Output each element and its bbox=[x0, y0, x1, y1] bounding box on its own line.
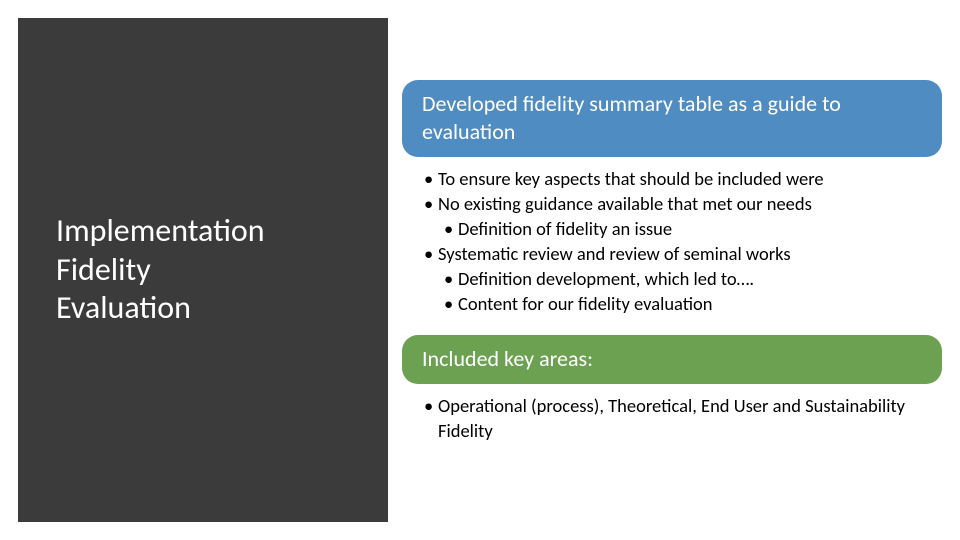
section-heading-1: Developed fidelity summary table as a gu… bbox=[402, 80, 942, 157]
title-line-3: Evaluation bbox=[56, 288, 191, 327]
section-1-bullets: To ensure key aspects that should be inc… bbox=[402, 167, 942, 317]
bullet-item: Operational (process), Theoretical, End … bbox=[424, 394, 928, 444]
bullet-item: To ensure key aspects that should be inc… bbox=[424, 167, 928, 192]
section-2-bullets: Operational (process), Theoretical, End … bbox=[402, 394, 942, 444]
bullet-item: Content for our fidelity evaluation bbox=[444, 292, 928, 317]
left-panel: Implementation Fidelity Evaluation bbox=[18, 18, 388, 522]
bullet-item: Definition development, which led to…. bbox=[444, 267, 928, 292]
content-column: Developed fidelity summary table as a gu… bbox=[402, 80, 942, 462]
bullet-item: No existing guidance available that met … bbox=[424, 192, 928, 217]
title-line-1: Implementation bbox=[56, 211, 265, 250]
slide: Implementation Fidelity Evaluation Devel… bbox=[0, 0, 960, 540]
slide-title: Implementation Fidelity Evaluation bbox=[56, 212, 265, 327]
bullet-item: Definition of fidelity an issue bbox=[444, 217, 928, 242]
bullet-item: Systematic review and review of seminal … bbox=[424, 242, 928, 267]
section-heading-2: Included key areas: bbox=[402, 335, 942, 385]
title-line-2: Fidelity bbox=[56, 250, 151, 289]
